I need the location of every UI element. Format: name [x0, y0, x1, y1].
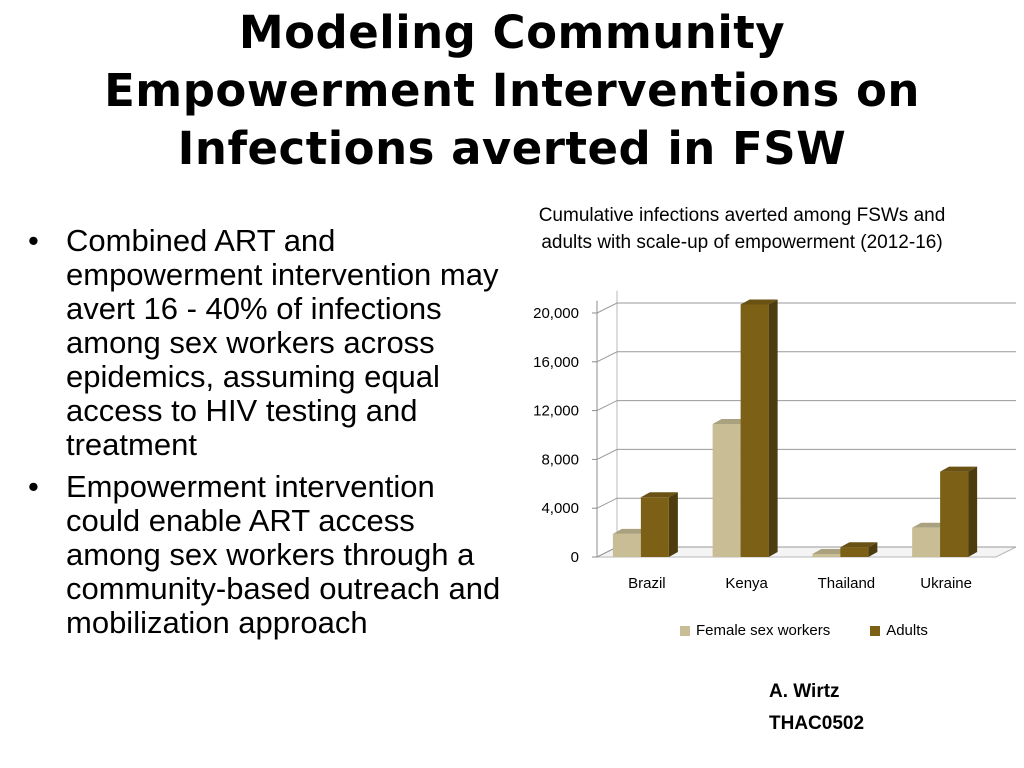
- bar-side: [968, 466, 978, 557]
- bar-top: [840, 542, 878, 548]
- x-tick-label: Thailand: [818, 575, 876, 592]
- bar-top: [812, 548, 850, 554]
- slide-title-line-1: Modeling Community: [238, 6, 786, 59]
- bar-chart: 0 4,000 8,000 12,000 16,000 20,000 Brazil Kenya…: [533, 290, 1017, 592]
- bullet-text: Combined ART and empowerment interventio…: [66, 223, 499, 462]
- gridline: [596, 400, 1016, 412]
- y-tick-label: 8,000: [541, 451, 579, 468]
- bar-side: [768, 299, 778, 557]
- author-credit: A. Wirtz THAC0502: [769, 676, 864, 740]
- gridline: [596, 302, 1016, 314]
- bar-top: [712, 419, 750, 425]
- chart-legend: Female sex workers Adults: [680, 622, 928, 639]
- bar-top: [940, 466, 978, 472]
- bar: [812, 553, 841, 557]
- bar-top: [740, 299, 778, 305]
- chart-caption-line-1: Cumulative infections averted among FSWs…: [538, 205, 946, 226]
- x-tick-label: Kenya: [725, 575, 768, 592]
- bar-side: [868, 542, 878, 557]
- bullet-text: Empowerment intervention could enable AR…: [66, 469, 501, 640]
- slide-title: Modeling Community Empowerment Intervent…: [0, 4, 1024, 178]
- bar-top: [640, 492, 678, 498]
- bullet-item: • Empowerment intervention could enable …: [28, 470, 508, 640]
- legend-label-adults: Adults: [886, 622, 928, 639]
- bullet-marker: •: [28, 223, 39, 258]
- bullet-marker: •: [28, 469, 39, 504]
- chart-caption-line-2: adults with scale-up of empowerment (201…: [541, 232, 943, 253]
- legend-swatch-fsw: [680, 625, 690, 636]
- y-tick-label: 16,000: [533, 354, 579, 371]
- chart-caption: Cumulative infections averted among FSWs…: [486, 202, 998, 256]
- bar: [840, 547, 869, 557]
- bullet-list: • Combined ART and empowerment intervent…: [28, 224, 508, 648]
- bullet-item: • Combined ART and empowerment intervent…: [28, 224, 508, 462]
- y-tick-label: 20,000: [533, 305, 579, 322]
- bar: [940, 471, 969, 557]
- gridline: [596, 448, 1016, 460]
- y-tick-label: 0: [571, 549, 579, 566]
- legend-label-fsw: Female sex workers: [696, 622, 831, 639]
- author-name: A. Wirtz: [769, 681, 840, 702]
- abstract-code: THAC0502: [769, 713, 865, 734]
- slide-title-line-3: Infections averted in FSW: [177, 122, 847, 175]
- x-tick-label: Brazil: [628, 575, 666, 592]
- bar-side: [668, 492, 678, 557]
- bar-top: [912, 522, 950, 528]
- bar: [612, 533, 641, 557]
- bar: [912, 527, 941, 557]
- bar-top: [612, 528, 650, 534]
- y-tick-label: 12,000: [533, 403, 579, 420]
- bar: [740, 304, 769, 557]
- legend-swatch-adults: [870, 625, 881, 636]
- gridline: [596, 497, 1016, 509]
- y-tick-label: 4,000: [541, 500, 579, 517]
- legend-item-adults: Adults: [870, 622, 928, 639]
- slide-title-line-2: Empowerment Interventions on: [104, 64, 920, 117]
- bar: [712, 424, 741, 557]
- gridline: [596, 351, 1016, 363]
- x-tick-label: Ukraine: [920, 575, 972, 592]
- legend-item-fsw: Female sex workers: [680, 622, 830, 639]
- bar: [640, 497, 669, 557]
